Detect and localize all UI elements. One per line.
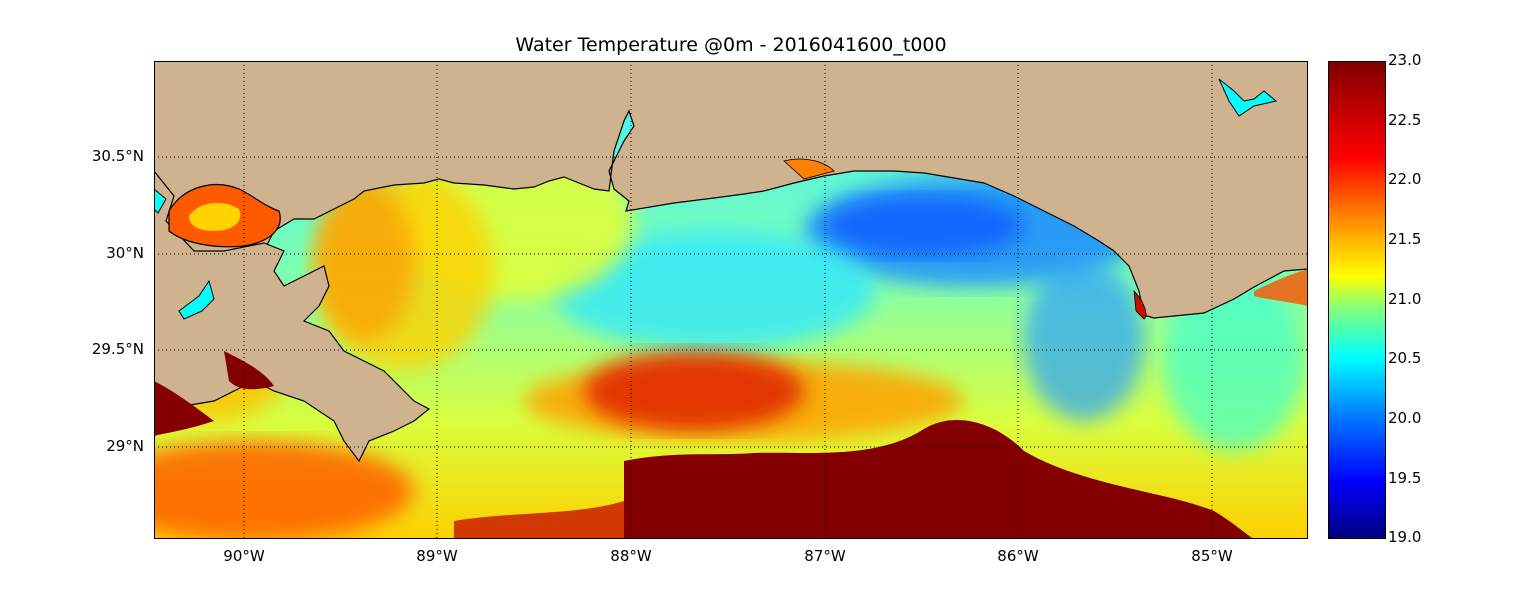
lat-label: 30°N: [106, 244, 144, 262]
colorbar-tick-label: 19.0: [1388, 528, 1422, 546]
lat-label: 29°N: [106, 437, 144, 455]
land-north: [154, 61, 1308, 319]
land-louisiana: [154, 170, 431, 463]
temperature-field: [154, 141, 1304, 539]
colorbar-tick-label: 20.5: [1388, 349, 1422, 367]
map-title: Water Temperature @0m - 2016041600_t000: [515, 34, 947, 56]
colorbar: [1328, 61, 1386, 539]
lon-label: 87°W: [804, 547, 846, 565]
lon-label: 89°W: [416, 547, 458, 565]
colorbar-tick-label: 22.5: [1388, 111, 1422, 129]
lake-cyan: [178, 279, 215, 320]
temperature-map: [154, 61, 1308, 539]
graticule: [154, 61, 1308, 539]
colorbar-tick-label: 19.5: [1388, 469, 1422, 487]
map-plot-area[interactable]: [154, 61, 1308, 539]
lon-label: 86°W: [997, 547, 1039, 565]
colorbar-tick-label: 21.5: [1388, 230, 1422, 248]
colorbar-tick-label: 22.0: [1388, 170, 1422, 188]
lat-label: 30.5°N: [91, 147, 144, 165]
lon-label: 88°W: [610, 547, 652, 565]
colorbar-tick-label: 20.0: [1388, 409, 1422, 427]
lon-label: 90°W: [223, 547, 265, 565]
lat-label: 29.5°N: [91, 340, 144, 358]
colorbar-tick-label: 21.0: [1388, 290, 1422, 308]
warm-pool: [624, 420, 1254, 539]
lon-label: 85°W: [1191, 547, 1233, 565]
colorbar-tick-label: 23.0: [1388, 51, 1422, 69]
